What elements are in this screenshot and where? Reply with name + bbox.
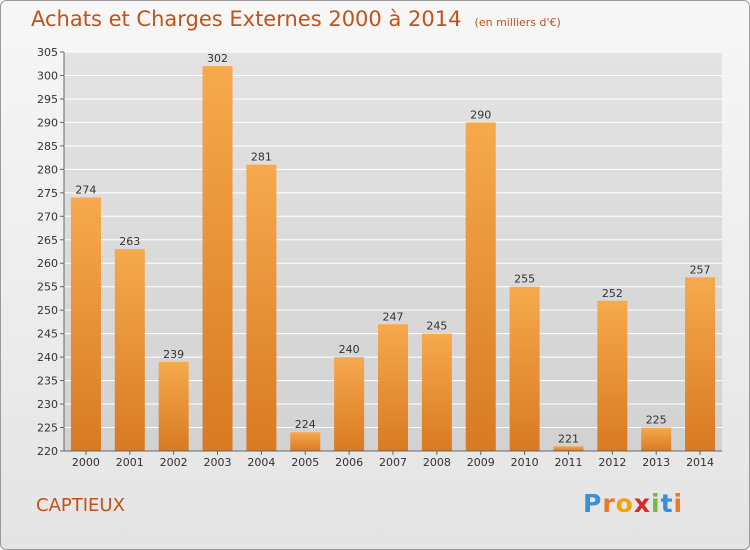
logo-letter: o (615, 489, 634, 518)
y-tick-label: 255 (37, 281, 58, 294)
logo-letter: r (602, 489, 616, 518)
x-tick-label: 2003 (204, 456, 232, 469)
x-tick-label: 2013 (642, 456, 670, 469)
bar-2003 (202, 66, 233, 452)
bar-value-label: 252 (602, 287, 623, 300)
logo-letter: i (651, 489, 661, 518)
bar-value-label: 255 (514, 273, 535, 286)
y-tick-label: 235 (37, 375, 58, 388)
bar-value-label: 302 (207, 52, 228, 65)
x-tick-label: 2012 (598, 456, 626, 469)
y-tick-label: 300 (37, 69, 58, 82)
x-tick-label: 2011 (554, 456, 582, 469)
bar-2007 (378, 324, 408, 451)
bar-value-label: 290 (470, 108, 491, 121)
bar-2008 (421, 333, 452, 451)
y-tick-label: 290 (37, 116, 58, 129)
axes: 220 225 230 235 240 245 250 255 260 265 270 275 280 2… (37, 46, 722, 469)
logo-letter: P (583, 489, 603, 518)
x-tick-label: 2005 (291, 456, 319, 469)
bar-value-label: 257 (690, 263, 711, 276)
x-tick-label: 2014 (686, 456, 714, 469)
y-tick-label: 230 (37, 398, 58, 411)
y-tick-label: 240 (37, 351, 58, 364)
bar-2013 (641, 427, 672, 451)
y-tick-label: 265 (37, 234, 58, 247)
y-tick-label: 225 (37, 422, 58, 435)
y-tick-label: 275 (37, 187, 58, 200)
proxiti-logo: Proxiti (583, 489, 683, 518)
bar-2000 (70, 197, 101, 451)
bar-value-label: 224 (295, 418, 316, 431)
bar-2014 (685, 277, 716, 451)
bars: 274 263 239 302 281 224 240 247 245 290 255 221 252 2… (70, 52, 716, 452)
bar-2009 (465, 122, 496, 451)
bar-2011 (553, 446, 584, 451)
x-tick-label: 2009 (467, 456, 495, 469)
bar-value-label: 247 (383, 310, 404, 323)
y-tick-label: 295 (37, 93, 58, 106)
y-tick-label: 245 (37, 328, 58, 341)
x-tick-label: 2002 (160, 456, 188, 469)
y-tick-label: 260 (37, 257, 58, 270)
logo-letter: t (660, 489, 674, 518)
y-tick-label: 305 (37, 46, 58, 59)
x-tick-label: 2001 (116, 456, 144, 469)
bar-value-label: 263 (119, 235, 140, 248)
bar-value-label: 274 (75, 184, 96, 197)
bar-2004 (246, 164, 277, 452)
bar-2005 (290, 432, 321, 451)
x-tick-label: 2004 (247, 456, 275, 469)
bar-2010 (509, 286, 540, 451)
bar-value-label: 245 (426, 320, 447, 333)
bar-value-label: 221 (558, 432, 579, 445)
bar-value-label: 281 (251, 151, 272, 164)
y-tick-label: 285 (37, 140, 58, 153)
bar-value-label: 225 (646, 414, 667, 427)
x-tick-label: 2007 (379, 456, 407, 469)
bar-2012 (597, 300, 628, 451)
bar-value-label: 240 (339, 343, 360, 356)
title-block: Achats et Charges Externes 2000 à 2014 (… (31, 7, 561, 31)
y-tick-label: 270 (37, 210, 58, 223)
logo-letter: x (633, 489, 651, 518)
bar-2001 (114, 249, 145, 451)
bar-2006 (334, 357, 365, 451)
bar-value-label: 239 (163, 348, 184, 361)
chart-title: Achats et Charges Externes 2000 à 2014 (31, 7, 462, 31)
x-tick-label: 2000 (72, 456, 100, 469)
chart-subtitle: (en milliers d'€) (474, 16, 561, 29)
y-tick-label: 280 (37, 163, 58, 176)
logo-letter: i (673, 489, 684, 518)
y-tick-label: 250 (37, 304, 58, 317)
x-tick-label: 2008 (423, 456, 451, 469)
y-tick-label: 220 (37, 445, 58, 458)
bar-2002 (158, 361, 189, 451)
x-tick-label: 2006 (335, 456, 363, 469)
city-name: CAPTIEUX (36, 495, 125, 516)
x-tick-label: 2010 (511, 456, 539, 469)
